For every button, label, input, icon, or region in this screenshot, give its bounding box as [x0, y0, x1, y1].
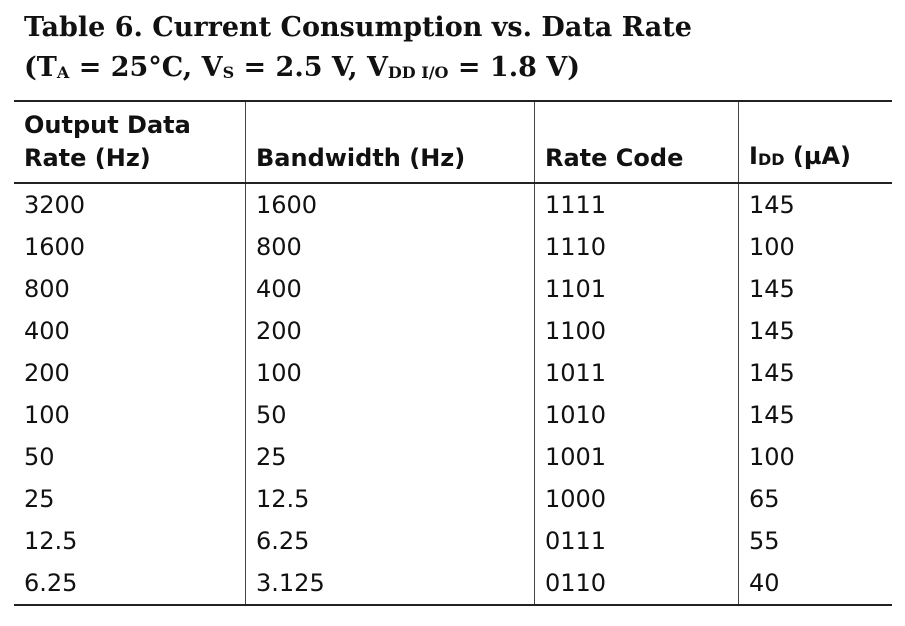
- header-idd-unit: (µA): [784, 142, 852, 170]
- cell-idd: 145: [738, 394, 892, 436]
- cond-mid1: = 25°C, V: [69, 52, 223, 83]
- cond-open: (T: [24, 52, 57, 83]
- cell-output-data-rate: 200: [24, 359, 70, 387]
- cell-idd: 100: [738, 436, 892, 478]
- cell-idd: 100: [738, 226, 892, 268]
- cell-rate-code: 1011: [534, 352, 739, 394]
- header-bandwidth: Bandwidth (Hz): [245, 100, 535, 184]
- table-row: 25 12.5 1000 65: [14, 478, 892, 520]
- cell-bandwidth: 3.125: [245, 562, 535, 606]
- cell-output-data-rate: 400: [24, 317, 70, 345]
- cell-rate-code: 1001: [534, 436, 739, 478]
- cell-output-data-rate: 1600: [24, 233, 86, 261]
- cond-vs-sub: S: [222, 63, 235, 82]
- table-title: Table 6. Current Consumption vs. Data Ra…: [24, 12, 692, 43]
- cell-output-data-rate: 6.25: [14, 562, 246, 606]
- table-row: 100 50 1010 145: [14, 394, 892, 436]
- table-body: 3200 1600 1111 145 1600 800 1110 100 800 400 1101 1…: [14, 183, 892, 606]
- cell-output-data-rate: 100: [24, 401, 70, 429]
- table-row: 400 200 1100 145: [14, 310, 892, 352]
- header-rate-code: Rate Code: [534, 100, 739, 184]
- cell-idd: 65: [738, 478, 892, 520]
- cell-output-data-rate: 3200: [24, 191, 86, 219]
- cell-idd: 145: [738, 310, 892, 352]
- table-row: 200 100 1011 145: [14, 352, 892, 394]
- header-output-data-rate: Output Data Rate (Hz): [14, 100, 246, 184]
- table-row: 3200 1600 1111 145: [14, 183, 892, 226]
- header-row: Output Data Rate (Hz) Bandwidth (Hz) Rate…: [14, 100, 892, 184]
- cell-rate-code: 0110: [534, 562, 739, 606]
- cond-ta-sub: A: [56, 63, 70, 82]
- cell-idd: 40: [738, 562, 892, 606]
- header-output-data-rate-line1: Output Data: [24, 111, 191, 139]
- cell-idd: 55: [738, 520, 892, 562]
- header-output-data-rate-line2: Rate (Hz): [24, 144, 151, 172]
- cell-idd: 145: [738, 268, 892, 310]
- cell-bandwidth: 1600: [245, 183, 535, 226]
- cell-bandwidth: 12.5: [245, 478, 535, 520]
- cell-bandwidth: 800: [245, 226, 535, 268]
- table-row: 800 400 1101 145: [14, 268, 892, 310]
- table-caption: Table 6. Current Consumption vs. Data Ra…: [24, 8, 692, 91]
- table-row: 6.25 3.125 0110 40: [14, 562, 892, 606]
- cell-idd: 145: [738, 352, 892, 394]
- table-conditions: (TA = 25°C, VS = 2.5 V, VDD I/O = 1.8 V): [24, 48, 692, 91]
- cond-end: = 1.8 V): [448, 52, 581, 83]
- header-idd-sub: DD: [757, 150, 785, 169]
- data-table: Output Data Rate (Hz) Bandwidth (Hz) Rate…: [14, 100, 892, 606]
- cell-output-data-rate: 800: [24, 275, 70, 303]
- cell-output-data-rate: 12.5: [24, 527, 78, 555]
- cell-rate-code: 1010: [534, 394, 739, 436]
- table-header: Output Data Rate (Hz) Bandwidth (Hz) Rate…: [14, 100, 892, 184]
- cond-vdd-sub: DD I/O: [387, 63, 449, 82]
- cell-output-data-rate: 50: [24, 443, 55, 471]
- cell-rate-code: 1110: [534, 226, 739, 268]
- cond-mid2: = 2.5 V, V: [234, 52, 388, 83]
- cell-bandwidth: 50: [245, 394, 535, 436]
- cell-idd: 145: [738, 183, 892, 226]
- cell-bandwidth: 400: [245, 268, 535, 310]
- cell-output-data-rate: 25: [24, 485, 55, 513]
- header-idd: IDD (µA): [738, 100, 892, 184]
- cell-rate-code: 1100: [534, 310, 739, 352]
- table-row: 1600 800 1110 100: [14, 226, 892, 268]
- cell-bandwidth: 6.25: [245, 520, 535, 562]
- table-row: 50 25 1001 100: [14, 436, 892, 478]
- table-row: 12.5 6.25 0111 55: [14, 520, 892, 562]
- cell-rate-code: 1000: [534, 478, 739, 520]
- cell-bandwidth: 200: [245, 310, 535, 352]
- cell-rate-code: 0111: [534, 520, 739, 562]
- header-idd-main: I: [749, 142, 758, 170]
- cell-bandwidth: 25: [245, 436, 535, 478]
- cell-bandwidth: 100: [245, 352, 535, 394]
- cell-rate-code: 1111: [534, 183, 739, 226]
- cell-rate-code: 1101: [534, 268, 739, 310]
